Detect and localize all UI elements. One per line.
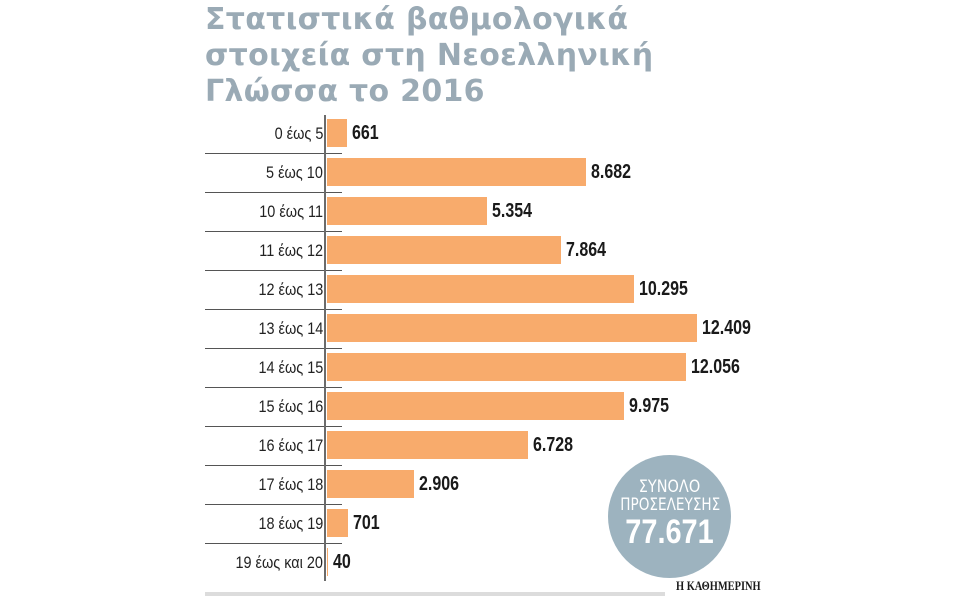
category-label: 17 έως 18 xyxy=(258,475,323,494)
row-separator xyxy=(205,543,342,544)
row-separator xyxy=(205,387,342,388)
bar xyxy=(327,119,347,147)
bar xyxy=(327,197,487,225)
source-credit: Η ΚΑΘΗΜΕΡΙΝΗ xyxy=(676,578,761,593)
category-label: 0 έως 5 xyxy=(274,124,323,143)
category-label: 5 έως 10 xyxy=(266,163,323,182)
value-label: 2.906 xyxy=(418,473,459,495)
row-separator xyxy=(205,270,342,271)
row-separator xyxy=(205,231,342,232)
value-label: 7.864 xyxy=(566,239,607,261)
bar-row: 18 έως 19 701 xyxy=(205,505,765,544)
bar-row: 5 έως 10 8.682 xyxy=(205,154,765,193)
value-label: 8.682 xyxy=(590,161,631,183)
bar-row: 15 έως 16 9.975 xyxy=(205,388,765,427)
category-label: 11 έως 12 xyxy=(259,241,323,260)
total-label-line-1: ΣΥΝΟΛΟ xyxy=(638,477,701,497)
category-label: 14 έως 15 xyxy=(258,358,323,377)
value-label: 10.295 xyxy=(638,278,688,300)
value-label: 40 xyxy=(333,551,351,573)
value-label: 12.409 xyxy=(702,317,751,339)
bar xyxy=(327,353,687,381)
title-line-1: Στατιστικά βαθμολογικά xyxy=(205,2,629,37)
bar xyxy=(327,236,562,264)
category-label: 12 έως 13 xyxy=(258,280,323,299)
value-label: 12.056 xyxy=(691,356,741,378)
category-label: 15 έως 16 xyxy=(258,397,323,416)
bar-row: 10 έως 11 5.354 xyxy=(205,193,765,232)
bar xyxy=(327,275,634,303)
bar xyxy=(327,509,348,537)
title-line-3: Γλώσσα το 2016 xyxy=(205,74,485,109)
category-label: 19 έως και 20 xyxy=(235,553,323,572)
footer-divider xyxy=(205,592,665,596)
category-label: 10 έως 11 xyxy=(259,202,323,221)
total-value: 77.671 xyxy=(625,513,714,551)
bar xyxy=(327,470,414,498)
bar-row: 12 έως 13 10.295 xyxy=(205,271,765,310)
row-separator xyxy=(205,465,342,466)
row-separator xyxy=(205,309,342,310)
category-label: 13 έως 14 xyxy=(258,319,323,338)
title-line-2: στοιχεία στη Νεοελληνική xyxy=(205,38,654,73)
row-separator xyxy=(205,192,342,193)
bar-row: 19 έως και 20 40 xyxy=(205,544,765,583)
bar-row: 14 έως 15 12.056 xyxy=(205,349,765,388)
bar-row: 0 έως 5 661 xyxy=(205,115,765,154)
bar xyxy=(327,431,528,459)
bar xyxy=(327,548,329,576)
row-separator xyxy=(205,348,342,349)
value-label: 5.354 xyxy=(491,200,532,222)
bar-row: 11 έως 12 7.864 xyxy=(205,232,765,271)
value-label: 6.728 xyxy=(532,434,573,456)
bar xyxy=(327,158,586,186)
value-label: 701 xyxy=(352,512,380,534)
bar xyxy=(327,314,697,342)
y-axis-line xyxy=(324,115,326,581)
bar-row: 13 έως 14 12.409 xyxy=(205,310,765,349)
value-label: 661 xyxy=(351,122,379,144)
chart-title: Στατιστικά βαθμολογικά στοιχεία στη Νεοε… xyxy=(205,2,725,110)
bar-row: 17 έως 18 2.906 xyxy=(205,466,765,505)
row-separator xyxy=(205,153,342,154)
bar-row: 16 έως 17 6.728 xyxy=(205,427,765,466)
category-label: 16 έως 17 xyxy=(258,436,323,455)
total-label-line-2: ΠΡΟΣΕΛΕΥΣΗΣ xyxy=(620,495,721,515)
bar xyxy=(327,392,625,420)
row-separator xyxy=(205,504,342,505)
total-attendance-badge: ΣΥΝΟΛΟ ΠΡΟΣΕΛΕΥΣΗΣ 77.671 xyxy=(608,455,731,578)
row-separator xyxy=(205,426,342,427)
value-label: 9.975 xyxy=(629,395,670,417)
category-label: 18 έως 19 xyxy=(258,514,323,533)
